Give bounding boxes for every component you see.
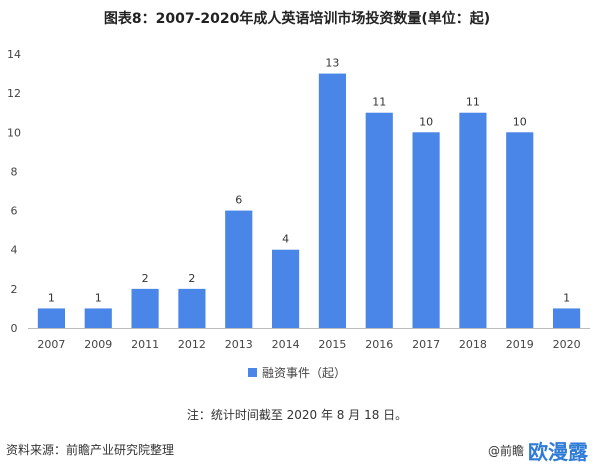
x-tick-label-2014: 2014: [272, 338, 300, 351]
x-tick-label-2007: 2007: [37, 338, 65, 351]
brand-logo: 欧漫露: [528, 440, 588, 464]
data-label-2019: 10: [513, 115, 527, 128]
x-tick-label-2015: 2015: [318, 338, 346, 351]
x-tick-label-2018: 2018: [459, 338, 487, 351]
bar-2018: [459, 112, 487, 328]
y-axis: 0 2 4 6 8 10 12 14: [7, 48, 21, 335]
bar-2020: [553, 308, 581, 328]
data-label-2013: 6: [235, 194, 242, 207]
bar-2019: [506, 132, 534, 328]
footer-brand: @前瞻 欧漫露: [488, 436, 588, 465]
bar-2013: [225, 210, 253, 328]
data-label-2011: 2: [142, 272, 149, 285]
x-axis: 2007 2009 2011 2012 2013 2014 2015 2016 2017 2018…: [28, 328, 590, 351]
x-tick-label-2013: 2013: [225, 338, 253, 351]
footnote: 注：统计时间截至 2020 年 8 月 18 日。: [186, 408, 408, 422]
bars: [37, 73, 581, 328]
x-tick-label-2009: 2009: [84, 338, 112, 351]
y-tick-label: 10: [7, 126, 21, 139]
footer-handle: @前瞻: [487, 444, 524, 458]
bar-2016: [365, 112, 393, 328]
chart-title: 图表8：2007-2020年成人英语培训市场投资数量(单位：起): [103, 11, 491, 27]
data-label-2014: 4: [282, 233, 289, 246]
data-label-2007: 1: [48, 291, 55, 304]
data-label-2012: 2: [188, 272, 195, 285]
y-tick-label: 4: [11, 244, 18, 257]
x-tick-label-2017: 2017: [412, 338, 440, 351]
x-tick-label-2016: 2016: [365, 338, 393, 351]
bar-2012: [178, 288, 206, 328]
bar-2009: [84, 308, 112, 328]
legend-label: 融资事件（起）: [261, 366, 346, 380]
data-label-2017: 10: [419, 115, 433, 128]
y-tick-label: 14: [7, 48, 21, 61]
x-tick-label-2011: 2011: [131, 338, 159, 351]
y-tick-label: 6: [11, 205, 18, 218]
bar-2015: [318, 73, 346, 328]
y-tick-label: 0: [11, 322, 18, 335]
x-tick-label-2012: 2012: [178, 338, 206, 351]
data-label-2020: 1: [563, 291, 570, 304]
bar-2011: [131, 288, 159, 328]
bar-2017: [412, 132, 440, 328]
x-tick-label-2020: 2020: [553, 338, 581, 351]
data-label-2009: 1: [95, 291, 102, 304]
y-tick-label: 8: [11, 165, 18, 178]
data-label-2015: 13: [325, 57, 339, 70]
y-tick-label: 2: [11, 283, 18, 296]
x-tick-label-2019: 2019: [506, 338, 534, 351]
bar-2014: [272, 249, 300, 328]
y-tick-label: 12: [7, 87, 21, 100]
legend-swatch: [247, 368, 257, 377]
bar-2007: [37, 308, 65, 328]
data-label-2018: 11: [466, 96, 480, 109]
source-text: 资料来源：前瞻产业研究院整理: [6, 443, 175, 457]
data-label-2016: 11: [372, 96, 386, 109]
legend: 融资事件（起）: [0, 364, 594, 381]
